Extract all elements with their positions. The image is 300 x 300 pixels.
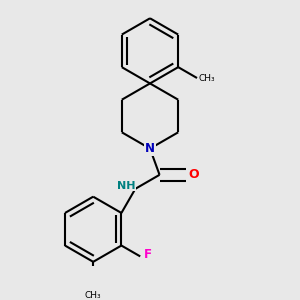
Text: NH: NH xyxy=(117,181,135,191)
Text: O: O xyxy=(188,168,199,181)
Text: CH₃: CH₃ xyxy=(199,74,215,82)
Text: F: F xyxy=(144,248,152,261)
Text: N: N xyxy=(145,142,155,155)
Text: CH₃: CH₃ xyxy=(85,291,101,300)
